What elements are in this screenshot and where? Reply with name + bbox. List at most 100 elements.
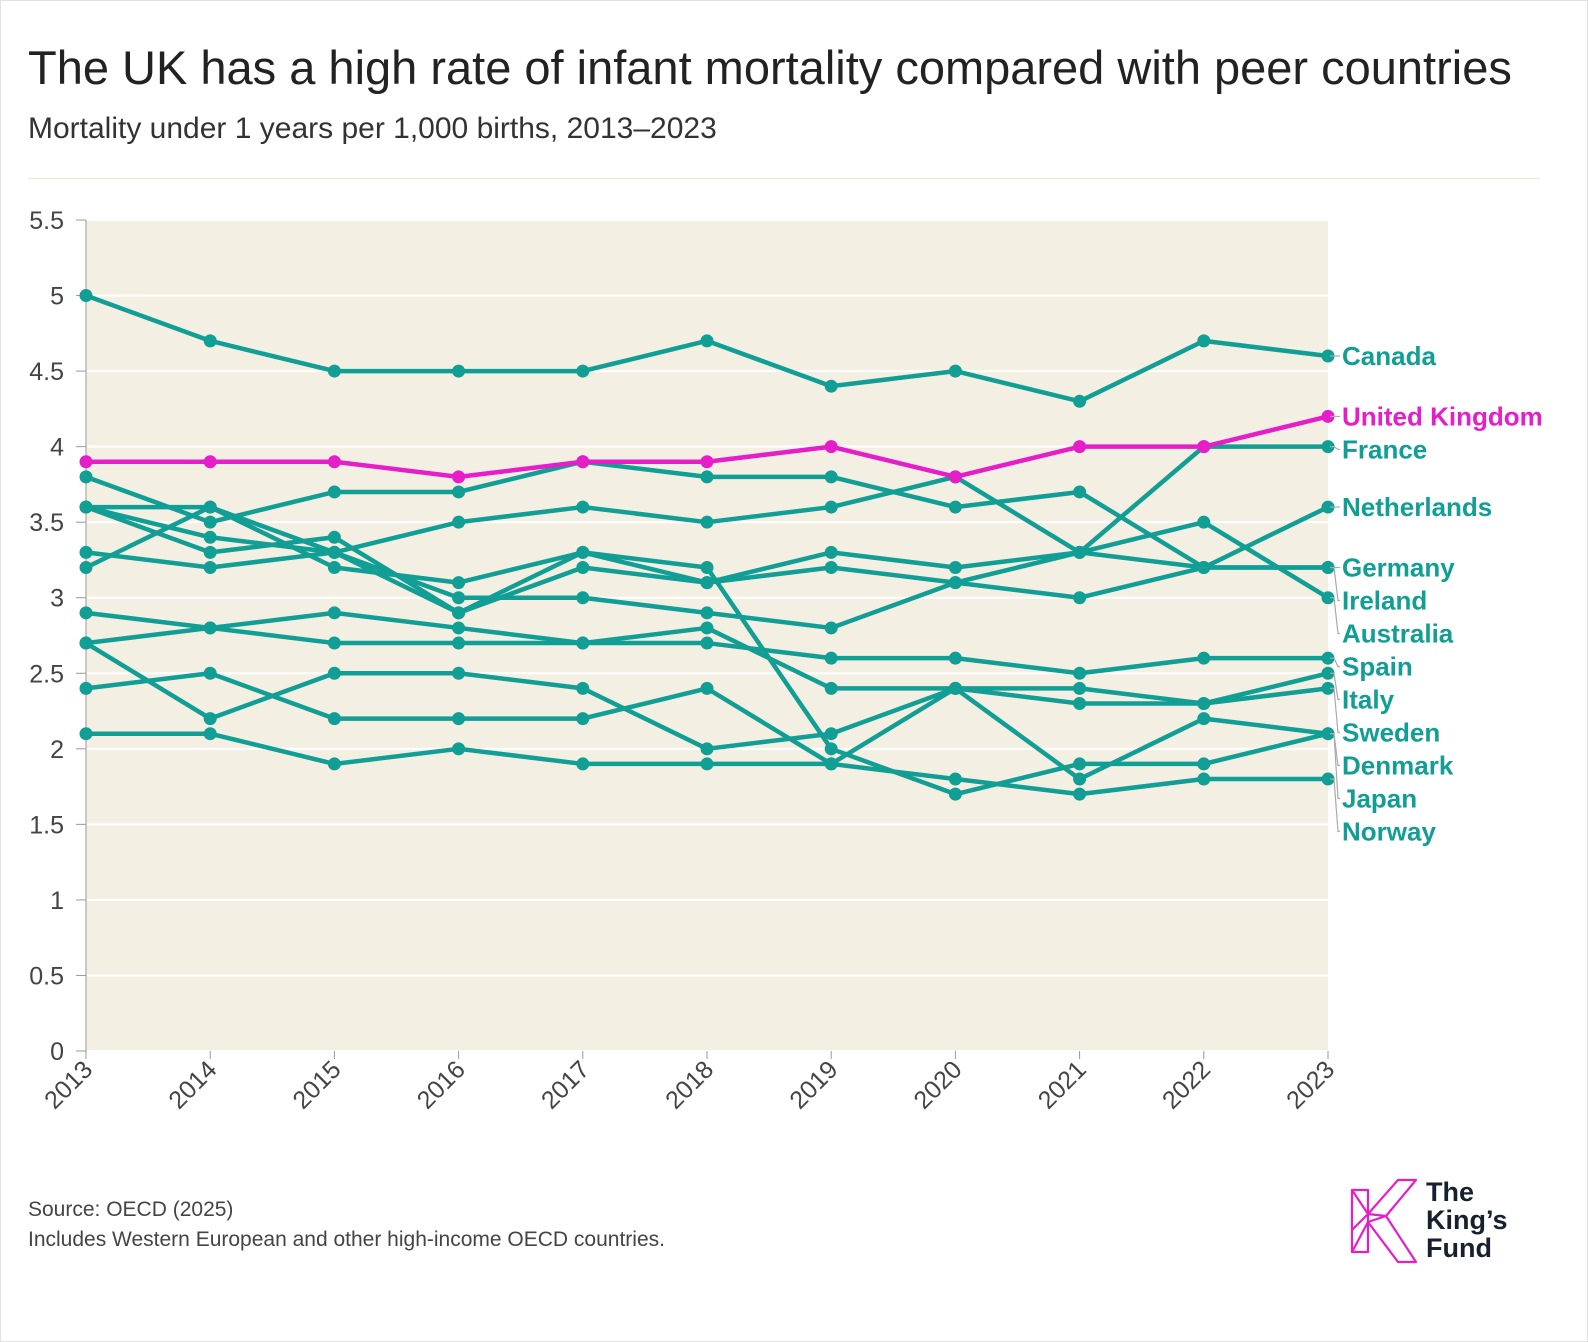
x-tick-label: 2023 bbox=[1281, 1055, 1340, 1114]
data-point-spain bbox=[452, 636, 466, 650]
data-point-norway bbox=[1321, 772, 1335, 786]
header-divider bbox=[28, 178, 1540, 179]
data-point-italy bbox=[1073, 696, 1087, 710]
data-point-sweden bbox=[1197, 696, 1211, 710]
data-point-canada bbox=[1321, 349, 1335, 363]
kings-fund-logo: The King’s Fund bbox=[1350, 1178, 1530, 1268]
data-point-netherlands bbox=[700, 515, 714, 529]
data-point-norway bbox=[700, 681, 714, 695]
series-label-united-kingdom: United Kingdom bbox=[1342, 401, 1543, 431]
y-tick-label: 2.5 bbox=[29, 660, 64, 688]
data-point-germany bbox=[452, 606, 466, 620]
data-point-italy bbox=[1321, 666, 1335, 680]
data-point-united-kingdom bbox=[203, 455, 217, 469]
data-point-ireland bbox=[1073, 485, 1087, 499]
data-point-united-kingdom bbox=[700, 455, 714, 469]
data-point-japan bbox=[948, 681, 962, 695]
data-point-norway bbox=[79, 681, 93, 695]
y-tick-label: 3.5 bbox=[29, 509, 64, 537]
series-label-germany: Germany bbox=[1342, 553, 1455, 583]
data-point-canada bbox=[327, 364, 341, 378]
data-point-norway bbox=[1073, 787, 1087, 801]
x-tick-label: 2013 bbox=[39, 1055, 98, 1114]
x-tick-label: 2019 bbox=[784, 1055, 843, 1114]
data-point-canada bbox=[79, 289, 93, 303]
data-point-sweden bbox=[824, 727, 838, 741]
series-label-italy: Italy bbox=[1342, 685, 1395, 715]
data-point-netherlands bbox=[452, 515, 466, 529]
data-point-denmark bbox=[1197, 757, 1211, 771]
label-leader-australia bbox=[1330, 597, 1340, 635]
data-point-sweden bbox=[576, 681, 590, 695]
data-point-italy bbox=[203, 621, 217, 635]
x-tick-label: 2014 bbox=[163, 1055, 222, 1114]
data-point-spain bbox=[327, 636, 341, 650]
data-point-spain bbox=[1197, 651, 1211, 665]
series-label-france: France bbox=[1342, 434, 1427, 464]
data-point-australia bbox=[1321, 591, 1335, 605]
label-leader-italy bbox=[1330, 672, 1340, 701]
data-point-italy bbox=[79, 606, 93, 620]
data-point-ireland bbox=[1197, 561, 1211, 575]
x-tick-label: 2017 bbox=[536, 1055, 595, 1114]
x-tick-label: 2018 bbox=[660, 1055, 719, 1114]
data-point-netherlands bbox=[79, 545, 93, 559]
data-point-canada bbox=[700, 334, 714, 348]
data-point-united-kingdom bbox=[948, 470, 962, 484]
data-point-japan bbox=[576, 757, 590, 771]
data-point-united-kingdom bbox=[824, 440, 838, 454]
data-point-sweden bbox=[79, 636, 93, 650]
data-point-australia bbox=[824, 545, 838, 559]
data-point-ireland bbox=[700, 470, 714, 484]
data-point-denmark bbox=[824, 742, 838, 756]
data-point-denmark bbox=[948, 787, 962, 801]
data-point-netherlands bbox=[1321, 500, 1335, 514]
logo-line-2: King’s bbox=[1426, 1205, 1508, 1235]
data-point-japan bbox=[1073, 772, 1087, 786]
series-label-netherlands: Netherlands bbox=[1342, 492, 1492, 522]
data-point-japan bbox=[824, 757, 838, 771]
y-tick-label: 2 bbox=[50, 736, 64, 764]
x-tick-label: 2022 bbox=[1157, 1055, 1216, 1114]
data-point-japan bbox=[1321, 727, 1335, 741]
data-point-france bbox=[203, 530, 217, 544]
footnote: Includes Western European and other high… bbox=[28, 1228, 665, 1251]
data-point-ireland bbox=[824, 470, 838, 484]
data-point-germany bbox=[203, 545, 217, 559]
data-point-united-kingdom bbox=[452, 470, 466, 484]
data-point-spain bbox=[1321, 651, 1335, 665]
data-point-denmark bbox=[576, 545, 590, 559]
data-point-australia bbox=[1197, 515, 1211, 529]
data-point-ireland bbox=[79, 470, 93, 484]
data-point-spain bbox=[1073, 666, 1087, 680]
data-point-spain bbox=[948, 651, 962, 665]
data-point-canada bbox=[203, 334, 217, 348]
series-label-australia: Australia bbox=[1342, 619, 1454, 649]
y-tick-label: 1.5 bbox=[29, 811, 64, 839]
data-point-spain bbox=[700, 636, 714, 650]
data-point-denmark bbox=[452, 576, 466, 590]
source-note: Source: OECD (2025) bbox=[28, 1198, 234, 1221]
data-point-france bbox=[700, 606, 714, 620]
data-point-germany bbox=[1073, 591, 1087, 605]
data-point-france bbox=[824, 621, 838, 635]
data-point-united-kingdom bbox=[1197, 440, 1211, 454]
data-point-norway bbox=[452, 712, 466, 726]
data-point-italy bbox=[452, 621, 466, 635]
data-point-germany bbox=[700, 576, 714, 590]
data-point-germany bbox=[576, 561, 590, 575]
data-point-norway bbox=[576, 712, 590, 726]
data-point-australia bbox=[948, 561, 962, 575]
line-chart: 0 0.5 1 1.5 2 2.5 3 3.5 4 4.5 5 5.5 2013 2014 2015 2016… bbox=[29, 207, 1543, 1115]
kings-fund-wordmark: The King’s Fund bbox=[1426, 1178, 1508, 1262]
data-point-netherlands bbox=[576, 500, 590, 514]
data-point-canada bbox=[948, 364, 962, 378]
data-point-united-kingdom bbox=[1321, 409, 1335, 423]
data-point-denmark bbox=[79, 500, 93, 514]
y-tick-label: 5 bbox=[50, 283, 64, 311]
data-point-canada bbox=[824, 379, 838, 393]
data-point-denmark bbox=[203, 500, 217, 514]
data-point-norway bbox=[327, 712, 341, 726]
chart-subtitle: Mortality under 1 years per 1,000 births… bbox=[28, 112, 717, 145]
series-label-spain: Spain bbox=[1342, 652, 1413, 682]
